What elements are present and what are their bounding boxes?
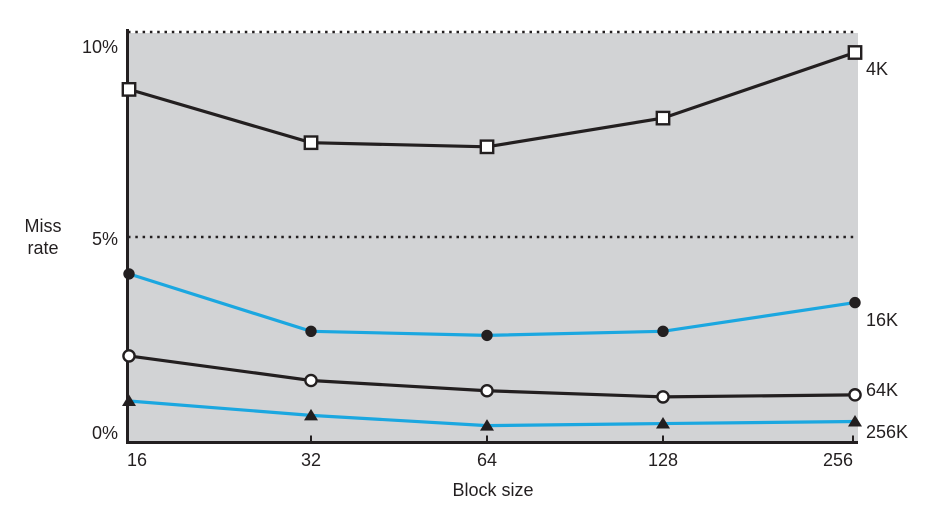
marker-filled-triangle-256k-16 xyxy=(122,394,136,406)
marker-open-square-4k-32 xyxy=(303,135,319,151)
x-axis-title: Block size xyxy=(452,480,534,500)
marker-open-circle-64k-16 xyxy=(122,349,136,363)
marker-filled-triangle-256k-256 xyxy=(848,415,862,427)
marker-filled-circle-16k-64 xyxy=(481,329,493,342)
series-label-64k: 64K xyxy=(866,380,899,400)
marker-filled-circle-16k-16 xyxy=(123,268,135,280)
series-label-4k: 4K xyxy=(866,59,889,79)
marker-open-square-4k-256 xyxy=(847,45,863,60)
y-tick-label-10pct: 10% xyxy=(81,37,118,57)
marker-filled-circle-16k-128 xyxy=(657,325,669,337)
y-tick-label-0pct: 0% xyxy=(91,423,118,443)
y-tick-label-5pct: 5% xyxy=(91,229,118,249)
marker-open-square-4k-128 xyxy=(655,110,671,126)
marker-filled-circle-16k-256 xyxy=(849,296,861,309)
marker-open-square-4k-16 xyxy=(121,81,137,97)
y-axis-title-line1: Miss xyxy=(24,216,62,236)
marker-filled-triangle-256k-32 xyxy=(304,408,318,421)
marker-open-circle-64k-32 xyxy=(304,373,318,388)
series-label-16k: 16K xyxy=(866,310,899,330)
marker-filled-circle-16k-32 xyxy=(305,325,317,337)
series-line-4k xyxy=(128,50,856,149)
marker-filled-triangle-256k-128 xyxy=(656,417,670,429)
x-tick-label-32: 32 xyxy=(300,450,322,470)
series-label-256k: 256K xyxy=(866,422,909,442)
marker-open-circle-64k-256 xyxy=(848,388,862,402)
marker-open-square-4k-64 xyxy=(479,139,495,155)
x-tick-label-16: 16 xyxy=(126,450,148,470)
x-tick-label-128: 128 xyxy=(647,450,679,470)
x-tick-label-64: 64 xyxy=(476,450,498,470)
series-line-256k xyxy=(128,399,856,428)
marker-open-circle-64k-64 xyxy=(480,383,494,398)
y-axis-title-line2: rate xyxy=(27,238,59,258)
marker-filled-triangle-256k-64 xyxy=(480,419,494,431)
x-tick-label-256: 256 xyxy=(822,450,854,470)
marker-open-circle-64k-128 xyxy=(656,390,670,404)
series-line-16k xyxy=(128,272,856,338)
